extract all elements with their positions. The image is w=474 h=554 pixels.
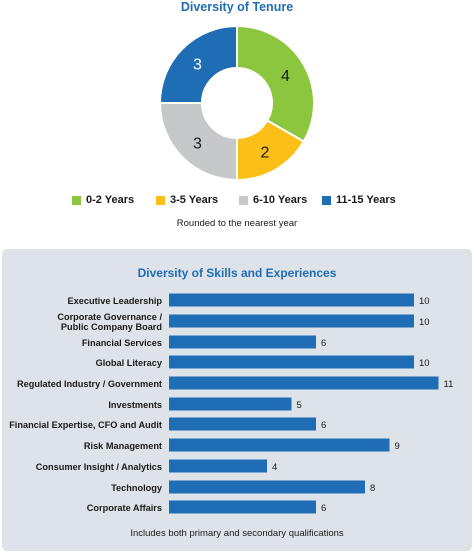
bar-1 — [169, 293, 414, 307]
bar-category-label: Corporate Governance / Public Company Boa… — [57, 312, 162, 332]
legend-item-1: 0-2 Years — [72, 194, 134, 206]
legend-item-2: 3-5 Years — [156, 194, 218, 206]
bar-value-label: 10 — [419, 296, 430, 307]
bar-8 — [169, 438, 390, 452]
legend-label: 6-10 Years — [253, 194, 308, 206]
bar-category-label: Global Literacy — [96, 358, 163, 368]
donut-slice-label-3: 3 — [193, 136, 202, 153]
legend-label: 11-15 Years — [336, 194, 396, 206]
donut-slice-label-4: 3 — [193, 56, 202, 73]
bar-value-label: 10 — [419, 358, 430, 369]
bar-10 — [169, 480, 365, 494]
bar-category-label: Risk Management — [84, 441, 162, 451]
legend-label: 3-5 Years — [170, 194, 219, 206]
tenure-chart-title: Diversity of Tenure — [180, 0, 294, 14]
bar-value-label: 9 — [395, 441, 400, 452]
donut-slice-label-1: 4 — [281, 68, 290, 85]
bar-value-label: 6 — [321, 503, 326, 514]
skills-note: Includes both primary and secondary qual… — [130, 528, 344, 539]
bar-category-label: Corporate Affairs — [87, 503, 162, 513]
bar-value-label: 11 — [444, 379, 454, 390]
bar-value-label: 6 — [321, 338, 326, 349]
bar-5 — [169, 376, 439, 390]
legend-item-3: 6-10 Years — [239, 194, 307, 206]
legend-swatch — [72, 195, 81, 205]
donut-slice-1 — [236, 24, 315, 143]
skills-chart-title: Diversity of Skills and Experiences — [137, 266, 337, 280]
donut-slice-3 — [158, 102, 238, 182]
bar-6 — [169, 397, 292, 411]
legend-swatch — [239, 195, 248, 205]
bar-4 — [169, 355, 414, 369]
bar-category-label: Executive Leadership — [68, 296, 163, 306]
bar-value-label: 4 — [272, 462, 277, 473]
tenure-legend: 0-2 Years 3-5 Years 6-10 Years 11-15 Years — [0, 194, 474, 208]
bar-9 — [169, 459, 267, 473]
bar-7 — [169, 417, 316, 431]
legend-swatch — [156, 195, 165, 205]
bar-value-label: 10 — [419, 317, 430, 328]
tenure-note: Rounded to the nearest year — [176, 218, 298, 229]
bar-value-label: 5 — [297, 400, 302, 411]
legend-swatch — [322, 195, 331, 205]
tenure-donut-chart: 4 2 3 3 — [158, 24, 315, 182]
bar-2 — [169, 314, 414, 328]
bar-category-label: Technology — [111, 483, 163, 493]
legend-item-4: 11-15 Years — [322, 194, 396, 206]
donut-slice-4 — [158, 24, 238, 104]
bar-category-label: Regulated Industry / Government — [17, 379, 162, 389]
legend-label: 0-2 Years — [86, 194, 135, 206]
bar-value-label: 6 — [321, 420, 326, 431]
bar-category-label: Consumer Insight / Analytics — [36, 462, 162, 472]
bar-category-label: Financial Services — [82, 338, 162, 348]
bar-category-label: Financial Expertise, CFO and Audit — [9, 420, 162, 430]
bar-11 — [169, 500, 316, 514]
bar-3 — [169, 335, 316, 349]
donut-slice-label-2: 2 — [261, 144, 270, 161]
bar-category-label: Investments — [108, 400, 162, 410]
bar-value-label: 8 — [370, 483, 375, 494]
